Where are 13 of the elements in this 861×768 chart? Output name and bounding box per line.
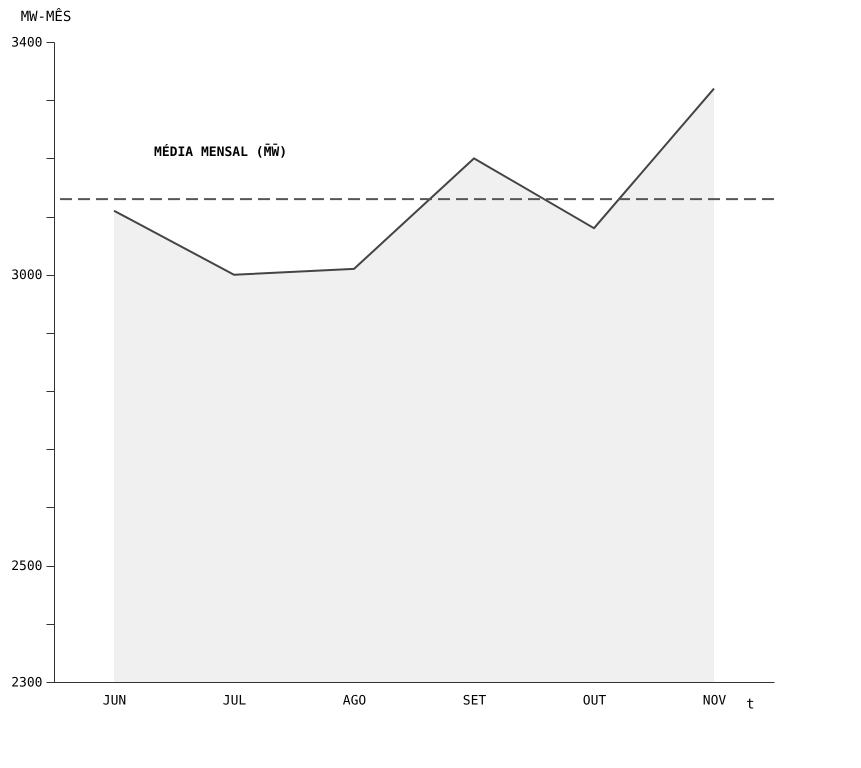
y-tick-label: 3400: [11, 36, 42, 50]
x-tick-label: NOV: [702, 694, 726, 708]
ref-line-label: MÉDIA MENSAL (M̄W̄): [154, 143, 288, 160]
y-tick-label: 2500: [11, 559, 42, 574]
x-tick-label: AGO: [342, 694, 366, 708]
x-tick-label: JUL: [222, 694, 246, 708]
y-axis-title: MW-MÊS: [20, 8, 72, 25]
x-tick-label: OUT: [582, 694, 606, 708]
x-axis-title: t: [746, 696, 754, 712]
y-tick-label: 3000: [11, 268, 42, 284]
y-tick-label: 2300: [11, 676, 42, 690]
x-tick-label: JUN: [102, 694, 126, 708]
x-tick-label: SET: [462, 694, 486, 708]
